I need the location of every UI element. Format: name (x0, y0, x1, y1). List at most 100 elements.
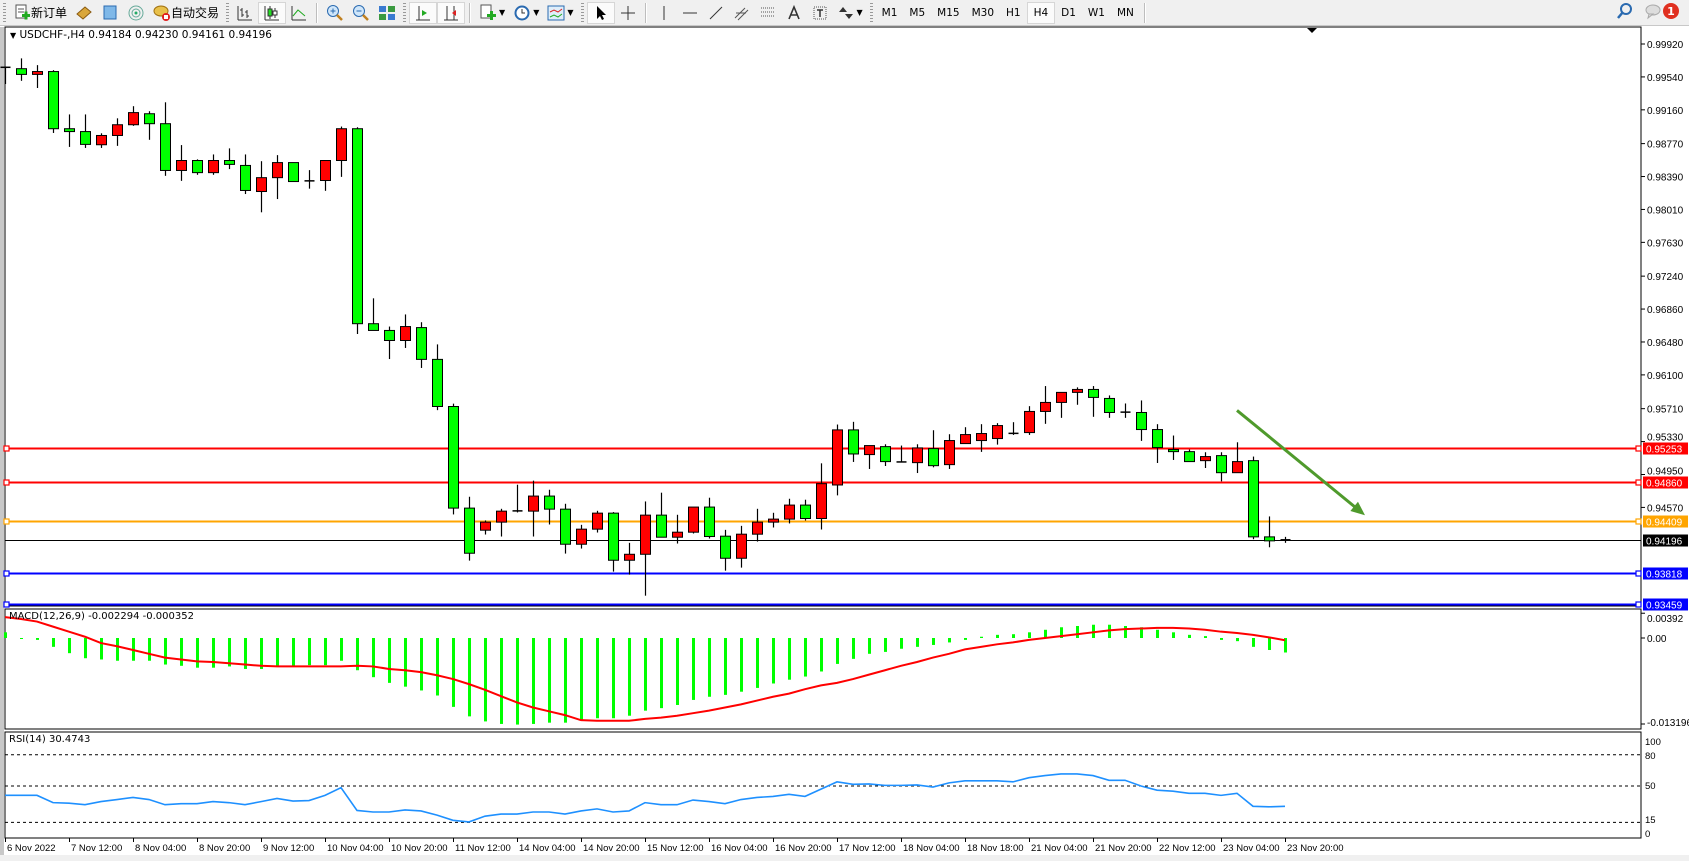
new-order-button[interactable]: 新订单 (9, 2, 71, 24)
dropdown-arrow-icon[interactable]: ▼ (856, 8, 863, 17)
dropdown-arrow-icon[interactable]: ▼ (533, 8, 540, 17)
candle[interactable] (336, 126, 347, 177)
candle[interactable] (880, 444, 891, 467)
candle[interactable] (1184, 449, 1195, 463)
line-handle-right[interactable] (1635, 570, 1642, 577)
search-icon[interactable] (1616, 2, 1634, 20)
navigator-button[interactable] (97, 2, 123, 24)
arrows-button[interactable]: ▼ (833, 2, 867, 24)
candle[interactable] (80, 114, 91, 148)
candle[interactable] (480, 520, 491, 535)
line-handle-left[interactable] (3, 570, 10, 577)
candle[interactable] (368, 298, 379, 331)
candle[interactable] (1120, 403, 1131, 418)
timeframe-m15[interactable]: M15 (937, 6, 960, 19)
text-button[interactable] (781, 2, 807, 24)
candle[interactable] (1088, 386, 1099, 417)
timeframe-m30[interactable]: M30 (971, 6, 994, 19)
candle[interactable] (736, 525, 747, 568)
candle[interactable] (400, 314, 411, 348)
candle[interactable] (352, 127, 363, 335)
market-watch-button[interactable] (71, 2, 97, 24)
candle[interactable] (848, 421, 859, 462)
candlestick-button[interactable] (258, 1, 287, 24)
candle[interactable] (256, 161, 267, 213)
line-handle-left[interactable] (3, 445, 10, 452)
candle[interactable] (1024, 406, 1035, 435)
bar-chart-button[interactable] (232, 2, 258, 24)
zoom-in-button[interactable] (322, 2, 348, 24)
line-handle-left[interactable] (3, 601, 10, 608)
timeframe-h4[interactable]: H4 (1026, 1, 1056, 24)
candle[interactable] (144, 111, 155, 140)
candle[interactable] (48, 70, 59, 133)
main-chart-panel[interactable] (4, 26, 1642, 607)
candle[interactable] (992, 423, 1003, 445)
candle[interactable] (16, 58, 27, 81)
candle[interactable] (976, 424, 987, 452)
candle[interactable] (208, 154, 219, 175)
toolbar-grip[interactable] (869, 2, 873, 23)
candle[interactable] (672, 514, 683, 544)
candle[interactable] (688, 506, 699, 534)
line-handle-right[interactable] (1635, 601, 1642, 608)
line-handle-right[interactable] (1635, 518, 1642, 525)
candle[interactable] (1216, 452, 1227, 482)
cursor-button[interactable] (586, 1, 615, 24)
candle[interactable] (128, 106, 139, 126)
candle[interactable] (784, 498, 795, 524)
signals-button[interactable] (123, 2, 149, 24)
candle[interactable] (576, 524, 587, 549)
candle[interactable] (720, 529, 731, 571)
timeframe-mn[interactable]: MN (1116, 6, 1134, 19)
chart-shift-button[interactable] (437, 1, 466, 24)
collapse-triangle-icon[interactable]: ▼ (10, 31, 17, 40)
candle[interactable] (560, 503, 571, 554)
candle[interactable] (112, 118, 123, 146)
candle[interactable] (960, 427, 971, 445)
toolbar-grip[interactable] (226, 2, 230, 23)
rsi-panel[interactable] (4, 731, 1642, 839)
candle[interactable] (272, 155, 283, 200)
candle[interactable] (1008, 422, 1019, 435)
candle[interactable] (0, 66, 11, 85)
trend-arrow-line[interactable] (1236, 409, 1359, 511)
candle[interactable] (864, 445, 875, 469)
candle[interactable] (288, 162, 299, 183)
trendline-button[interactable] (703, 2, 729, 24)
candle[interactable] (800, 499, 811, 521)
auto-scroll-button[interactable] (409, 1, 438, 24)
candle[interactable] (32, 65, 43, 89)
line-handle-right[interactable] (1635, 479, 1642, 486)
candle[interactable] (1152, 424, 1163, 463)
candle[interactable] (496, 508, 507, 537)
candle[interactable] (1104, 395, 1115, 418)
candle[interactable] (192, 159, 203, 175)
candle[interactable] (1168, 435, 1179, 460)
candle[interactable] (1040, 386, 1051, 424)
candle[interactable] (896, 445, 907, 463)
candle[interactable] (240, 154, 251, 195)
zoom-out-button[interactable] (348, 2, 374, 24)
candle[interactable] (1248, 456, 1259, 540)
line-chart-button[interactable] (286, 2, 312, 24)
candle[interactable] (64, 114, 75, 147)
equidistant-channel-button[interactable] (729, 2, 755, 24)
candle[interactable] (768, 512, 779, 528)
candle[interactable] (928, 430, 939, 468)
candle[interactable] (1264, 516, 1275, 548)
candle[interactable] (432, 344, 443, 411)
notifications-button[interactable]: 1 (1644, 2, 1679, 20)
candle[interactable] (320, 160, 331, 191)
horizontal-line-button[interactable] (677, 2, 703, 24)
chart-shift-marker[interactable] (1307, 28, 1317, 33)
candle[interactable] (96, 133, 107, 148)
candle[interactable] (1232, 442, 1243, 474)
candle[interactable] (384, 326, 395, 360)
candle[interactable] (1136, 400, 1147, 441)
crosshair-button[interactable] (615, 2, 641, 24)
candle[interactable] (608, 512, 619, 572)
candle[interactable] (528, 480, 539, 537)
auto-trading-button[interactable]: 自动交易 (149, 2, 223, 24)
